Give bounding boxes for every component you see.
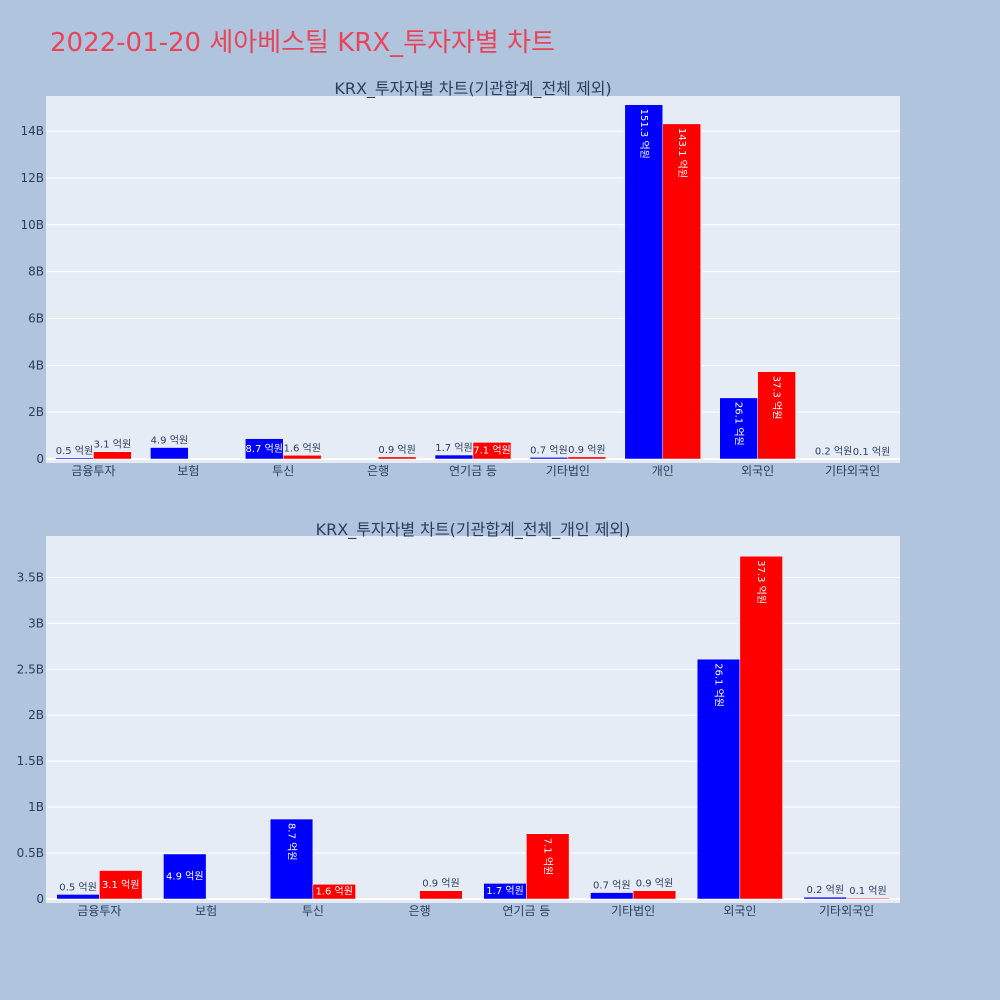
y-tick-label: 1.5B — [17, 754, 44, 768]
bar — [632, 890, 677, 900]
bar — [567, 456, 607, 460]
data-label: 8.7 억원 — [246, 443, 283, 455]
y-tick-label: 0.5B — [17, 846, 44, 860]
bar — [163, 853, 207, 900]
chart-1: KRX_투자자별 차트(기관합계_전체 제외) 0 2B 4B 6B 8B 10B 12B 14… — [20, 79, 900, 478]
bar — [377, 456, 417, 460]
chart-title: KRX_투자자별 차트(기관합계_전체_개인 제외) — [316, 520, 631, 540]
x-tick-label: 기타법인 — [546, 464, 590, 478]
data-label: 37.3 억원 — [755, 560, 767, 604]
bar — [150, 447, 189, 460]
data-label: 4.9 억원 — [151, 435, 188, 447]
data-label: 0.2 억원 — [815, 446, 852, 458]
y-tick-label: 4B — [28, 358, 44, 372]
y-tick-label: 2.5B — [17, 662, 44, 676]
y-tick-label: 0 — [36, 452, 44, 466]
bar — [55, 457, 94, 460]
data-label: 0.7 억원 — [530, 444, 567, 456]
data-label: 3.1 억원 — [94, 439, 131, 451]
bar — [56, 894, 100, 900]
x-tick-label: 은행 — [367, 463, 389, 478]
bar — [269, 818, 314, 900]
chart-title: KRX_투자자별 차트(기관합계_전체 제외) — [334, 79, 611, 99]
bar — [245, 438, 284, 460]
chart-2: KRX_투자자별 차트(기관합계_전체_개인 제외) 0 0.5B 1B 1.5B 2B 2… — [17, 520, 900, 918]
data-label: 3.1 억원 — [102, 879, 139, 891]
data-label: 0.9 억원 — [422, 878, 459, 890]
page-title: 2022-01-20 세아베스틸 KRX_투자자별 차트 — [50, 28, 555, 58]
y-tick-label: 10B — [20, 218, 44, 232]
y-tick-label: 2B — [28, 708, 44, 722]
data-label: 1.6 억원 — [283, 442, 320, 454]
bar — [529, 457, 569, 460]
data-label: 7.1 억원 — [473, 445, 510, 457]
data-label: 0.5 억원 — [56, 445, 93, 457]
data-label: 8.7 억원 — [286, 823, 298, 860]
data-label: 0.9 억원 — [568, 444, 605, 456]
bar — [526, 833, 570, 900]
data-label: 1.7 억원 — [486, 885, 523, 897]
bar — [419, 890, 463, 900]
x-tick-label: 금융투자 — [71, 464, 115, 478]
bar — [757, 371, 796, 460]
data-label: 0.7 억원 — [593, 880, 630, 892]
y-tick-label: 1B — [28, 800, 44, 814]
x-tick-label: 연기금 등 — [449, 464, 497, 478]
data-label: 26.1 억원 — [733, 402, 745, 446]
y-tick-label: 3.5B — [17, 570, 44, 584]
bar — [99, 870, 143, 900]
x-tick-label: 보험 — [177, 464, 199, 478]
bar — [93, 451, 132, 460]
x-tick-label: 연기금 등 — [502, 904, 550, 918]
y-tick-label: 3B — [28, 616, 44, 630]
data-label: 0.9 억원 — [636, 878, 673, 890]
y-tick-label: 0 — [36, 892, 44, 906]
data-label: 0.1 억원 — [853, 446, 890, 458]
data-label: 143.1 억원 — [676, 128, 688, 178]
data-label: 0.2 억원 — [807, 884, 844, 896]
data-label: 151.3 억원 — [638, 109, 650, 159]
x-tick-label: 투신 — [302, 904, 324, 918]
data-label: 0.5 억원 — [59, 881, 96, 893]
bar — [739, 555, 783, 900]
x-tick-label: 보험 — [195, 904, 217, 918]
y-tick-label: 2B — [28, 405, 44, 419]
x-tick-label: 개인 — [652, 464, 674, 478]
bar — [803, 896, 847, 900]
bar — [696, 658, 741, 900]
bar — [590, 892, 634, 900]
x-tick-label: 외국인 — [723, 904, 756, 918]
y-tick-label: 6B — [28, 311, 44, 325]
bar — [624, 104, 664, 460]
bar — [662, 123, 701, 460]
bar — [312, 884, 356, 900]
data-label: 37.3 억원 — [771, 376, 783, 420]
x-tick-label: 기타법인 — [611, 904, 655, 918]
bar — [719, 397, 758, 460]
data-label: 1.7 억원 — [435, 442, 472, 454]
data-label: 7.1 억원 — [542, 838, 554, 875]
data-label: 0.1 억원 — [849, 885, 886, 897]
y-tick-label: 12B — [20, 171, 44, 185]
y-tick-label: 14B — [20, 124, 44, 138]
x-tick-label: 외국인 — [741, 464, 774, 478]
x-tick-label: 기타외국인 — [825, 464, 880, 478]
bar — [846, 897, 890, 900]
bar — [472, 442, 512, 460]
bar — [434, 454, 474, 460]
data-label: 4.9 억원 — [166, 870, 203, 882]
x-tick-label: 은행 — [409, 903, 431, 918]
data-label: 0.9 억원 — [378, 444, 415, 456]
x-tick-label: 투신 — [272, 464, 294, 478]
x-tick-label: 기타외국인 — [819, 904, 874, 918]
bar — [282, 455, 322, 460]
data-label: 1.6 억원 — [315, 886, 352, 898]
y-tick-label: 8B — [28, 265, 44, 279]
data-label: 26.1 억원 — [713, 663, 725, 707]
x-tick-label: 금융투자 — [77, 904, 121, 918]
